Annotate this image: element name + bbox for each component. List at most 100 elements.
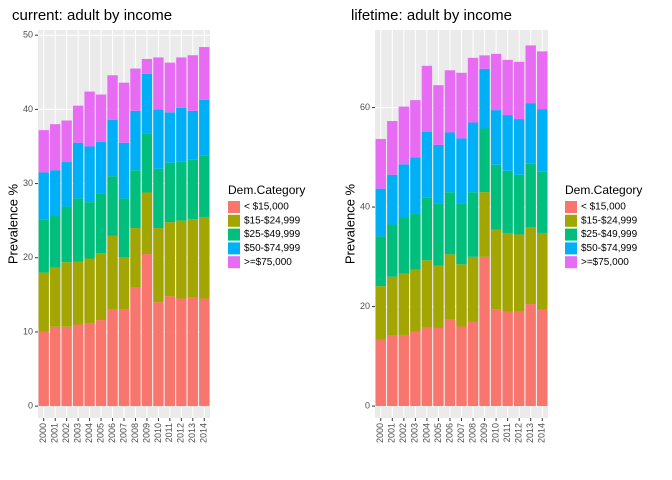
bar-segment [456, 326, 467, 407]
bar-segment [421, 65, 433, 132]
y-tick-label: 40 [23, 104, 33, 114]
bar-segment [479, 192, 490, 257]
bar-segment [118, 198, 130, 258]
bar-segment [537, 51, 548, 110]
bar-segment [375, 188, 386, 237]
bar-segment [130, 68, 141, 111]
bar-segment [456, 203, 467, 265]
y-axis-title: Prevalence % [5, 183, 20, 264]
bar-segment [38, 219, 49, 273]
bar-segment [421, 260, 433, 328]
bar-segment [490, 229, 502, 310]
bar-segment [525, 226, 536, 305]
bar-segment [95, 253, 107, 321]
bar-segment [421, 131, 433, 198]
y-tick-label: 60 [360, 102, 370, 112]
bar-segment [141, 133, 153, 193]
bar-segment [72, 105, 84, 143]
bar-segment [107, 75, 118, 120]
bar-segment [61, 206, 72, 263]
legend-key [565, 242, 577, 255]
y-tick-label: 40 [360, 201, 370, 211]
x-tick-label: 2012 [176, 423, 186, 443]
bar-segment [84, 202, 95, 259]
bar-segment [490, 53, 502, 111]
bar-segment [537, 232, 548, 310]
bar-segment [84, 323, 95, 407]
bar-segment [444, 192, 456, 255]
bar-segment [118, 142, 130, 199]
legend-key [228, 201, 240, 213]
bar-segment [176, 220, 187, 299]
y-tick-label: 20 [360, 301, 370, 311]
bar-segment [513, 311, 525, 407]
x-tick-label: 2010 [490, 423, 500, 443]
bar-segment [199, 99, 210, 156]
x-tick-label: 2003 [73, 423, 83, 443]
bar-segment [61, 262, 72, 327]
x-tick-label: 2009 [479, 423, 489, 443]
x-tick-label: 2000 [375, 423, 385, 443]
bar-segment [141, 254, 153, 407]
bar-segment [410, 331, 421, 407]
bar-segment [513, 174, 525, 235]
bar-segment [176, 161, 187, 221]
bar-segment [502, 115, 513, 171]
bar-segment [164, 162, 176, 223]
legend-label: < $15,000 [581, 202, 626, 213]
bar-segment [444, 319, 456, 407]
bar-segment [479, 128, 490, 193]
x-tick-label: 2004 [84, 423, 94, 443]
bar-segment [38, 272, 49, 332]
bar-segment [72, 142, 84, 199]
bar-segment [421, 327, 433, 407]
x-tick-label: 2004 [421, 423, 431, 443]
bar-segment [153, 228, 164, 303]
bar-segment [164, 222, 176, 297]
bar-segment [130, 110, 141, 171]
x-tick-label: 2005 [433, 423, 443, 443]
x-tick-label: 2013 [187, 423, 197, 443]
x-tick-label: 2003 [410, 423, 420, 443]
bar-segment [61, 162, 72, 207]
y-tick-label: 0 [28, 401, 33, 411]
legend-key [565, 214, 577, 227]
bar-segment [187, 297, 198, 407]
bar-segment [490, 164, 502, 230]
bar-segment [456, 138, 467, 204]
legend-key [565, 228, 577, 241]
bar-segment [95, 193, 107, 254]
bar-segment [444, 70, 456, 133]
bar-segment [398, 106, 410, 165]
legend-label: >=$75,000 [244, 257, 292, 268]
bar-segment [387, 174, 398, 225]
bar-segment [176, 298, 187, 407]
bar-segment [525, 45, 536, 104]
bar-segment [141, 73, 153, 134]
legend-label: $15-$24,999 [244, 215, 301, 226]
bar-segment [118, 309, 130, 407]
x-tick-label: 2006 [444, 423, 454, 443]
bar-segment [398, 217, 410, 274]
bar-segment [433, 144, 444, 204]
bar-segment [479, 55, 490, 69]
bar-segment [107, 235, 118, 310]
bar-segment [84, 258, 95, 324]
x-tick-label: 2008 [130, 423, 140, 443]
bar-segment [490, 110, 502, 165]
bar-segment [375, 138, 386, 189]
bar-segment [387, 121, 398, 175]
legend-label: $25-$49,999 [581, 229, 638, 240]
x-tick-label: 2013 [525, 423, 535, 443]
x-tick-label: 2007 [456, 423, 466, 443]
bar-segment [164, 112, 176, 163]
bar-segment [410, 269, 421, 332]
x-tick-label: 2000 [38, 423, 48, 443]
x-tick-label: 2012 [514, 423, 524, 443]
legend-label: $15-$24,999 [581, 215, 638, 226]
bar-segment [513, 234, 525, 312]
bar-segment [537, 309, 548, 407]
bar-segment [61, 326, 72, 407]
x-tick-label: 2011 [502, 423, 512, 442]
